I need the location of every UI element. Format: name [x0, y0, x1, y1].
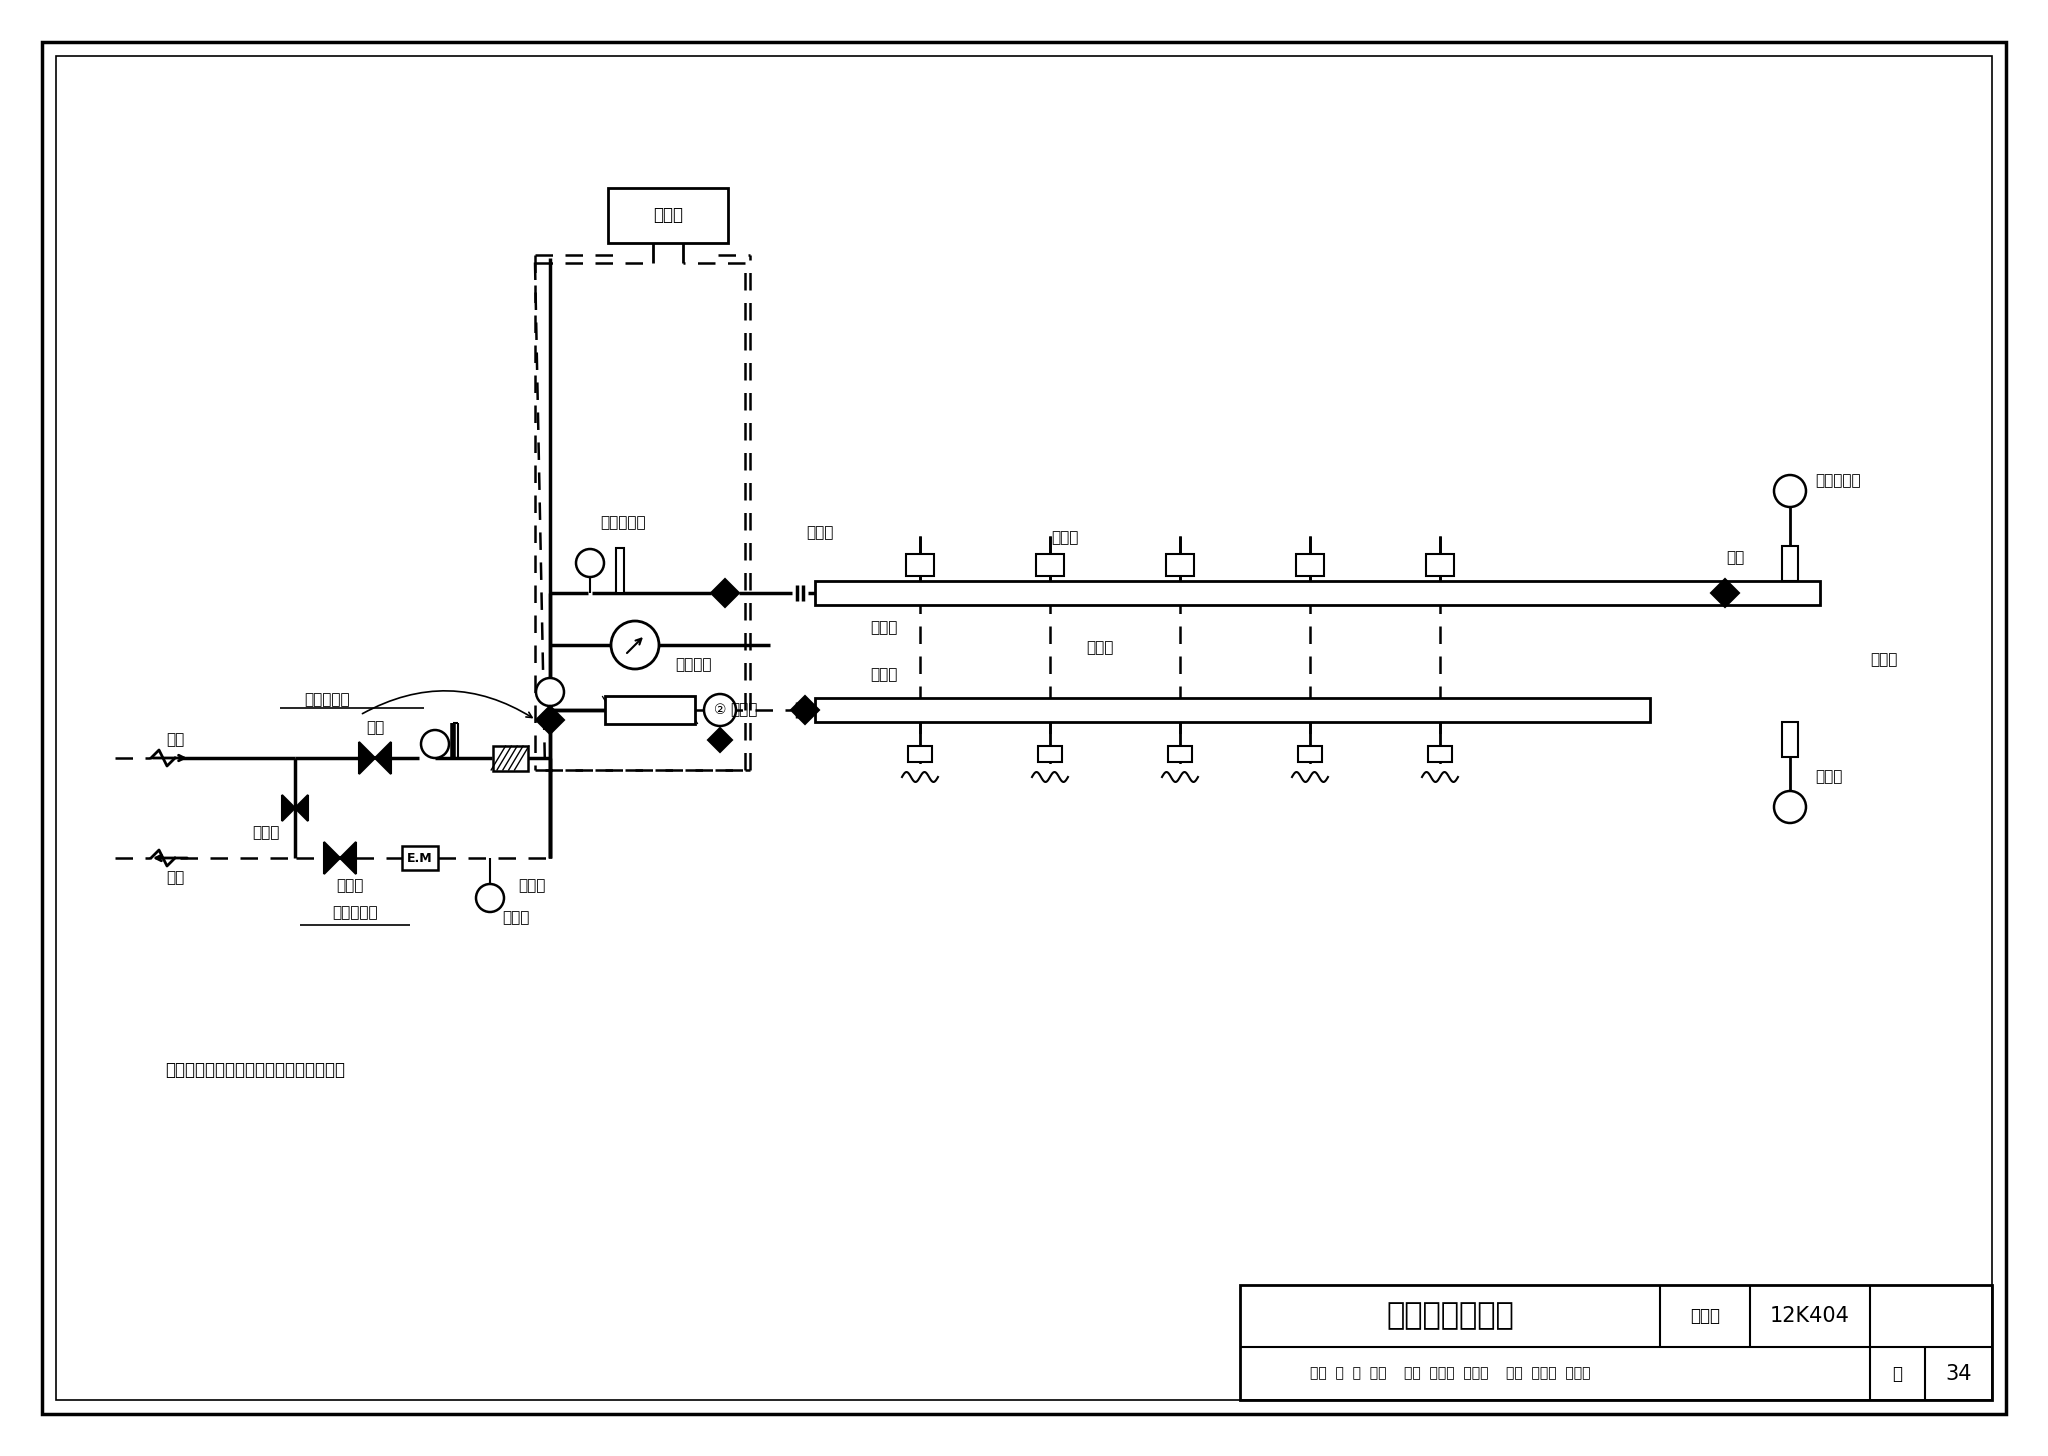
- Text: 旁通管: 旁通管: [252, 826, 281, 840]
- Circle shape: [1774, 475, 1806, 507]
- Text: 集水器: 集水器: [870, 667, 897, 683]
- Circle shape: [1774, 791, 1806, 823]
- Text: 流量监测阀: 流量监测阀: [600, 515, 645, 530]
- Text: 混水系统示意图: 混水系统示意图: [1386, 1302, 1513, 1331]
- Circle shape: [422, 729, 449, 759]
- Text: 混水器: 混水器: [729, 702, 758, 718]
- Text: 12K404: 12K404: [1769, 1306, 1849, 1326]
- Text: 压力表: 压力表: [502, 910, 528, 926]
- Bar: [1167, 745, 1192, 761]
- Text: 热计量装置: 热计量装置: [332, 906, 377, 920]
- Bar: [1239, 1286, 1993, 1401]
- Text: 阀门: 阀门: [1726, 550, 1745, 565]
- Bar: [608, 188, 727, 243]
- Bar: [1782, 546, 1798, 581]
- Text: E.M: E.M: [408, 852, 432, 865]
- Text: 循环水泵: 循环水泵: [676, 658, 711, 673]
- Bar: [1782, 722, 1798, 757]
- Polygon shape: [709, 728, 731, 751]
- Text: 阀门: 阀门: [367, 721, 385, 735]
- Text: 过滤器: 过滤器: [518, 878, 545, 894]
- Bar: [1296, 553, 1323, 577]
- Bar: [401, 846, 438, 871]
- Polygon shape: [283, 795, 307, 821]
- Text: 分水器: 分水器: [870, 620, 897, 635]
- Bar: [1165, 553, 1194, 577]
- Bar: [1425, 553, 1454, 577]
- Circle shape: [575, 549, 604, 577]
- Text: 回水: 回水: [166, 871, 184, 885]
- Text: 泄水阀: 泄水阀: [1815, 770, 1843, 785]
- Text: 34: 34: [1946, 1363, 1972, 1383]
- Text: 加热管: 加热管: [1870, 652, 1896, 667]
- Circle shape: [610, 622, 659, 668]
- Bar: [815, 581, 1821, 606]
- Bar: [905, 553, 934, 577]
- Polygon shape: [537, 706, 563, 734]
- Polygon shape: [711, 579, 739, 607]
- Text: 活接头: 活接头: [1085, 641, 1114, 655]
- Text: 活接头: 活接头: [1051, 530, 1079, 546]
- Polygon shape: [1710, 579, 1739, 607]
- Bar: [1298, 745, 1323, 761]
- Text: 平衡阀: 平衡阀: [336, 878, 365, 894]
- Bar: [604, 696, 694, 724]
- Polygon shape: [358, 743, 391, 775]
- Text: 自动排气阀: 自动排气阀: [1815, 473, 1862, 489]
- Bar: [1427, 745, 1452, 761]
- Text: 审核  高  波  高波    校对  任兆成  任兆成    设计  邓有源  邓有源: 审核 高 波 高波 校对 任兆成 任兆成 设计 邓有源 邓有源: [1311, 1367, 1589, 1380]
- Text: 活接头: 活接头: [807, 526, 834, 540]
- Text: 图集号: 图集号: [1690, 1307, 1720, 1325]
- Bar: [492, 745, 528, 770]
- Bar: [616, 547, 625, 593]
- Circle shape: [537, 678, 563, 706]
- Circle shape: [705, 695, 735, 727]
- Bar: [907, 745, 932, 761]
- Text: 两通温控阀: 两通温控阀: [305, 693, 350, 708]
- Text: ②: ②: [715, 703, 727, 716]
- Polygon shape: [791, 696, 819, 724]
- Text: 页: 页: [1892, 1364, 1903, 1383]
- Text: 供水: 供水: [166, 732, 184, 747]
- Bar: [815, 697, 1651, 722]
- Bar: [1036, 553, 1065, 577]
- Circle shape: [475, 884, 504, 911]
- Bar: [1038, 745, 1063, 761]
- Polygon shape: [324, 842, 356, 874]
- Text: 说明：混水器内应有折流板等技术措施。: 说明：混水器内应有折流板等技术措施。: [166, 1061, 344, 1079]
- Text: 控制器: 控制器: [653, 205, 682, 224]
